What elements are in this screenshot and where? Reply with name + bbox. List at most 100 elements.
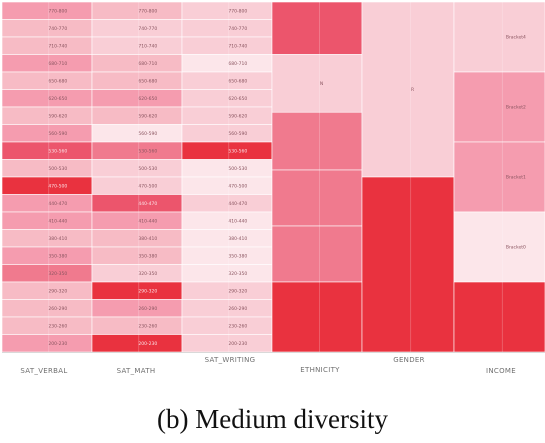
heatmap-cell [181,176,273,195]
cell-label: 740-770 [138,26,157,32]
heatmap-cell [91,334,183,353]
cell-label: 770-800 [48,8,67,14]
heatmap-cell [1,106,93,125]
cell-label: 350-380 [228,253,247,259]
heatmap-cell [181,211,273,230]
segment-label: Bracket4 [506,35,526,41]
column-sat-writing: 770-800 740-770 710-740 680-710 650-680 620-6… [181,1,273,353]
cell-label: 230-260 [138,323,157,329]
cell-label: 380-410 [48,236,67,242]
cell-label: 740-770 [48,26,67,32]
heatmap-cell [91,176,183,195]
cell-label: 680-710 [48,61,67,67]
cell-label: 560-590 [138,131,157,137]
cell-label: 230-260 [48,323,67,329]
heatmap-cell [1,1,93,20]
heatmap-chart: 770-800 740-770 710-740 680-710 650-680 620-6… [1,1,545,375]
cell-label: 530-560 [48,148,67,154]
heatmap-cell [181,124,273,143]
cell-label: 470-500 [228,183,247,189]
cell-label: 620-650 [228,96,247,102]
cell-label: 290-320 [228,288,247,294]
cell-label: 680-710 [138,61,157,67]
category-segment [361,176,455,353]
cell-label: 740-770 [228,26,247,32]
heatmap-cell [1,141,93,160]
heatmap-cell [181,159,273,178]
heatmap-cell [1,246,93,265]
cell-label: 440-470 [48,201,67,207]
column-income: Bracket4 Bracket2 Bracket1 Bracket0 [453,1,545,353]
cell-label: 320-350 [138,271,157,277]
category-segment [453,1,545,73]
heatmap-cell [1,71,93,90]
category-segment [361,1,455,178]
cell-label: 320-350 [48,271,67,277]
cell-label: 380-410 [138,236,157,242]
column-axis-label: ETHNICITY [300,366,340,374]
cell-label: 410-440 [48,218,67,224]
segment-label: R [411,87,414,93]
heatmap-cell [91,159,183,178]
cell-label: 560-590 [48,131,67,137]
heatmap-cell [91,281,183,300]
category-segment [453,71,545,143]
heatmap-cell [1,194,93,213]
heatmap-cell [1,316,93,335]
heatmap-cell [91,1,183,20]
column-sat-verbal: 770-800 740-770 710-740 680-710 650-680 620-6… [1,1,93,353]
cell-label: 350-380 [138,253,157,259]
cell-label: 650-680 [228,78,247,84]
heatmap-cell [181,229,273,248]
heatmap-cell [181,299,273,318]
heatmap-cell [181,316,273,335]
cell-label: 440-470 [228,201,247,207]
heatmap-cell [91,54,183,73]
segment-label: Bracket1 [506,175,526,181]
heatmap-cell [91,194,183,213]
cell-label: 560-590 [228,131,247,137]
heatmap-cell [91,124,183,143]
heatmap-cell [181,19,273,38]
cell-label: 260-290 [228,306,247,312]
cell-label: 320-350 [228,271,247,277]
cell-label: 710-740 [48,43,67,49]
column-axis-label: INCOME [486,367,516,375]
category-segment [453,281,545,353]
category-segment [271,225,363,283]
cell-label: 770-800 [228,8,247,14]
heatmap-cell [1,36,93,55]
cell-label: 500-530 [48,166,67,172]
heatmap-cell [91,141,183,160]
heatmap-cell [91,211,183,230]
cell-label: 530-560 [138,148,157,154]
cell-label: 590-620 [138,113,157,119]
cell-label: 590-620 [48,113,67,119]
cell-label: 710-740 [228,43,247,49]
heatmap-cell [91,89,183,108]
cell-label: 260-290 [138,306,157,312]
cell-label: 260-290 [48,306,67,312]
heatmap-cell [1,211,93,230]
heatmap-cell [181,36,273,55]
segment-label: Bracket2 [506,105,526,111]
heatmap-cell [91,246,183,265]
cell-label: 200-230 [138,341,157,347]
cell-label: 410-440 [228,218,247,224]
heatmap-cell [181,264,273,283]
heatmap-cell [1,334,93,353]
cell-label: 290-320 [48,288,67,294]
heatmap-cell [1,19,93,38]
heatmap-cell [181,71,273,90]
column-gender: R [361,1,455,353]
heatmap-cell [181,54,273,73]
column-ethnicity: N [271,1,363,353]
heatmap-cell [181,89,273,108]
cell-label: 200-230 [48,341,67,347]
cell-label: 620-650 [138,96,157,102]
cell-label: 620-650 [48,96,67,102]
category-segment [271,54,363,113]
heatmap-cell [181,246,273,265]
heatmap-cell [91,19,183,38]
category-segment [453,211,545,283]
